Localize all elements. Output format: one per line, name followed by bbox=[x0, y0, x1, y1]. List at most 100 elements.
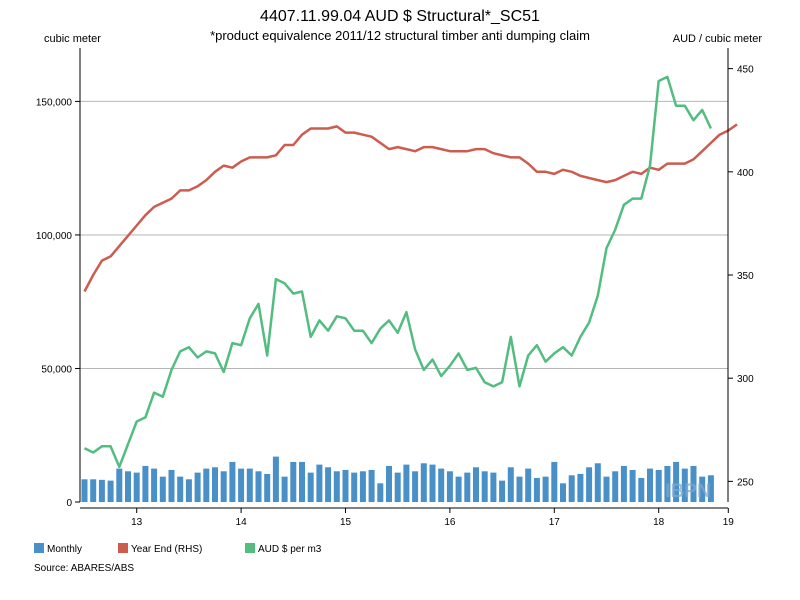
legend-swatch-monthly bbox=[34, 543, 44, 553]
chart-subtitle: *product equivalence 2011/12 structural … bbox=[210, 28, 590, 43]
bar-monthly bbox=[638, 477, 645, 502]
bar-monthly bbox=[151, 468, 158, 502]
axes: 0 50,000 100,000 150,000 250 300 350 400 450 13 14… bbox=[36, 48, 754, 528]
bar-monthly bbox=[90, 479, 97, 502]
x-tick-label: 19 bbox=[723, 517, 735, 528]
bar-monthly bbox=[577, 473, 584, 502]
bar-monthly bbox=[299, 461, 305, 502]
bar-monthly bbox=[203, 468, 210, 502]
right-tick-label: 400 bbox=[737, 168, 754, 179]
bar-monthly bbox=[542, 476, 549, 502]
bar-monthly bbox=[333, 471, 340, 502]
bar-monthly bbox=[603, 476, 610, 502]
legend-item-aud-per-m3[interactable]: AUD $ per m3 bbox=[245, 543, 322, 555]
bar-monthly bbox=[168, 469, 175, 502]
bar-monthly bbox=[307, 472, 314, 502]
bar-monthly bbox=[420, 463, 427, 502]
bar-monthly bbox=[620, 465, 627, 502]
ibpn-watermark: IBPN bbox=[665, 481, 710, 502]
left-tick-label: 0 bbox=[66, 498, 72, 509]
bar-monthly bbox=[464, 472, 471, 502]
bar-monthly bbox=[707, 475, 714, 502]
bar-monthly bbox=[455, 476, 462, 502]
right-tick-label: 250 bbox=[737, 477, 754, 488]
bar-monthly bbox=[351, 472, 358, 502]
x-tick-label: 13 bbox=[131, 517, 143, 528]
legend-label-monthly: Monthly bbox=[47, 544, 82, 555]
bar-monthly bbox=[159, 476, 166, 502]
bar-monthly bbox=[655, 469, 662, 502]
bar-monthly bbox=[342, 469, 349, 502]
legend: Monthly Year End (RHS) AUD $ per m3 bbox=[34, 543, 322, 555]
bar-monthly bbox=[316, 464, 323, 502]
bar-monthly bbox=[481, 471, 488, 502]
bar-monthly bbox=[412, 471, 419, 502]
bar-monthly bbox=[368, 469, 375, 502]
x-tick-label: 18 bbox=[653, 517, 665, 528]
bar-monthly bbox=[612, 471, 619, 502]
bar-monthly bbox=[377, 483, 384, 502]
bar-monthly bbox=[516, 476, 523, 502]
bar-monthly bbox=[125, 471, 131, 502]
x-tick-label: 15 bbox=[340, 517, 352, 528]
bar-monthly bbox=[673, 461, 680, 502]
legend-item-monthly[interactable]: Monthly bbox=[34, 543, 82, 555]
line-aud-per-m3 bbox=[83, 75, 713, 469]
legend-swatch-year-end bbox=[118, 543, 128, 553]
bar-monthly bbox=[116, 468, 123, 502]
bar-monthly bbox=[490, 472, 497, 502]
right-axis-label: AUD / cubic meter bbox=[673, 33, 763, 45]
bar-monthly bbox=[290, 461, 297, 502]
bar-monthly bbox=[438, 468, 445, 502]
line-year-end bbox=[83, 123, 738, 293]
bar-monthly bbox=[551, 461, 558, 502]
x-tick-label: 14 bbox=[236, 517, 248, 528]
bar-monthly bbox=[359, 471, 366, 502]
bar-monthly bbox=[220, 471, 227, 502]
bar-monthly bbox=[473, 467, 479, 502]
left-tick-label: 150,000 bbox=[36, 97, 73, 108]
bar-monthly bbox=[98, 479, 105, 502]
bar-monthly bbox=[699, 476, 706, 502]
legend-label-aud-per-m3: AUD $ per m3 bbox=[258, 544, 322, 555]
bar-monthly bbox=[142, 465, 149, 502]
bar-monthly bbox=[499, 480, 506, 502]
bar-monthly bbox=[533, 477, 540, 502]
bar-monthly bbox=[429, 464, 436, 502]
bar-monthly bbox=[238, 468, 245, 502]
bar-monthly bbox=[446, 471, 453, 502]
bar-monthly bbox=[394, 472, 401, 502]
x-tick-label: 17 bbox=[549, 517, 561, 528]
bar-monthly bbox=[177, 476, 184, 502]
gridlines bbox=[80, 100, 728, 369]
bar-monthly bbox=[507, 467, 514, 502]
legend-swatch-aud-per-m3 bbox=[245, 543, 255, 553]
bar-monthly bbox=[281, 476, 288, 502]
bar-monthly bbox=[185, 479, 192, 502]
bar-monthly bbox=[586, 467, 593, 502]
legend-item-year-end[interactable]: Year End (RHS) bbox=[118, 543, 202, 555]
bar-monthly bbox=[194, 472, 201, 502]
bar-monthly bbox=[560, 483, 566, 502]
x-tick-label: 16 bbox=[444, 517, 456, 528]
right-tick-label: 450 bbox=[737, 65, 754, 76]
bar-monthly bbox=[664, 465, 671, 502]
bar-monthly bbox=[647, 468, 653, 502]
bar-monthly bbox=[255, 471, 262, 502]
bar-monthly bbox=[386, 465, 392, 502]
bar-monthly bbox=[594, 463, 601, 502]
monthly-bars bbox=[81, 456, 714, 502]
right-tick-label: 300 bbox=[737, 374, 754, 385]
left-axis-label: cubic meter bbox=[44, 33, 101, 45]
bar-monthly bbox=[107, 480, 114, 502]
bar-monthly bbox=[133, 472, 140, 502]
bar-monthly bbox=[81, 479, 88, 502]
series-lines bbox=[83, 75, 738, 469]
right-tick-label: 350 bbox=[737, 271, 754, 282]
bar-monthly bbox=[568, 475, 575, 502]
bar-monthly bbox=[525, 468, 532, 502]
bar-monthly bbox=[264, 473, 271, 502]
left-tick-label: 50,000 bbox=[41, 364, 72, 375]
source-note: Source: ABARES/ABS bbox=[34, 563, 134, 574]
